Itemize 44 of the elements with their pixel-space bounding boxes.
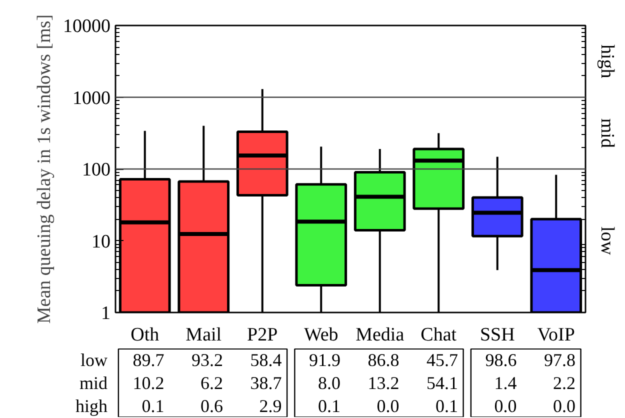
y-tick-label: 10000 — [63, 16, 110, 37]
text: 8.0 — [318, 373, 341, 393]
y-tick-label: 10 — [92, 231, 110, 252]
text: 58.4 — [250, 350, 282, 370]
text: high — [76, 396, 108, 416]
y-tick-label: 1 — [101, 303, 110, 324]
text: 89.7 — [132, 350, 164, 370]
text: 38.7 — [250, 373, 282, 393]
text: 13.2 — [368, 373, 400, 393]
text: 97.8 — [544, 350, 576, 370]
x-tick-label: Media — [356, 324, 405, 346]
text: 91.9 — [309, 350, 341, 370]
text: 6.2 — [200, 373, 224, 393]
text: 45.7 — [426, 350, 458, 370]
text: 0.6 — [200, 396, 224, 416]
text: low — [596, 226, 618, 256]
y-tick-label: 1000 — [72, 88, 110, 109]
text: 2.2 — [553, 373, 576, 393]
text: 1.4 — [494, 373, 517, 393]
text: mid — [80, 373, 108, 393]
text: 2.9 — [259, 396, 282, 416]
text: 0.1 — [318, 396, 341, 416]
x-tick-label: Mail — [186, 324, 222, 346]
x-tick-label: P2P — [247, 324, 278, 346]
text: 0.0 — [376, 396, 400, 416]
x-tick-label: Chat — [420, 324, 458, 346]
text: 10.2 — [132, 373, 164, 393]
x-tick-label: Web — [304, 324, 338, 346]
text: 0.0 — [494, 396, 517, 416]
x-tick-label: SSH — [480, 324, 516, 346]
x-tick-label: VoIP — [537, 324, 575, 346]
text: 0.0 — [553, 396, 576, 416]
text: high — [596, 44, 618, 79]
text: 93.2 — [192, 350, 224, 370]
y-tick-label: 100 — [82, 160, 110, 180]
text: 0.1 — [436, 396, 458, 416]
text: 54.1 — [426, 373, 458, 393]
text: 98.6 — [485, 350, 517, 370]
text: low — [80, 350, 108, 370]
text: 86.8 — [368, 350, 400, 370]
y-axis-title: Mean queuing delay in 1s windows [ms] — [34, 14, 55, 324]
text: 0.1 — [142, 396, 164, 416]
x-tick-label: Oth — [130, 324, 160, 346]
text: mid — [596, 118, 618, 148]
